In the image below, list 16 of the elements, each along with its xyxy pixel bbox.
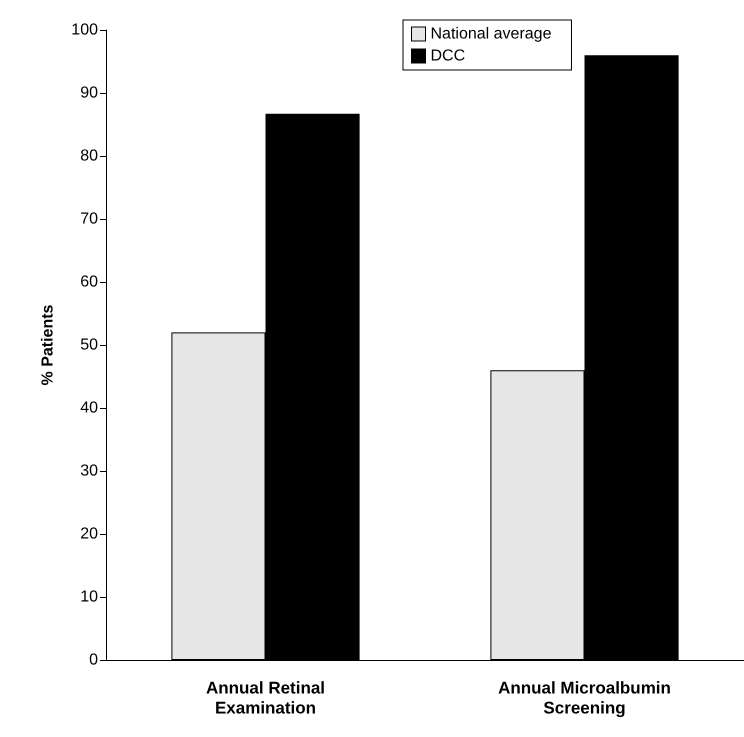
y-tick-label: 10 — [80, 588, 98, 606]
y-tick-label: 100 — [71, 22, 98, 38]
y-tick-label: 80 — [80, 148, 98, 164]
y-axis-title: % Patients — [40, 304, 56, 386]
y-tick-label: 30 — [80, 462, 98, 480]
legend-label: National average — [430, 26, 552, 42]
y-tick-label: 60 — [80, 274, 98, 290]
x-tick-label: Annual Retinal Examination — [206, 678, 326, 718]
legend-label: DCC — [430, 48, 466, 64]
y-tick-label: 70 — [80, 210, 98, 228]
y-tick-label: 50 — [80, 336, 98, 354]
y-tick-label: 0 — [89, 652, 98, 668]
x-tick-label: Annual Microalbumin Screening — [498, 678, 671, 718]
y-tick-label: 90 — [80, 84, 98, 102]
y-tick-label: 40 — [80, 400, 98, 416]
y-tick-label: 20 — [80, 526, 98, 542]
